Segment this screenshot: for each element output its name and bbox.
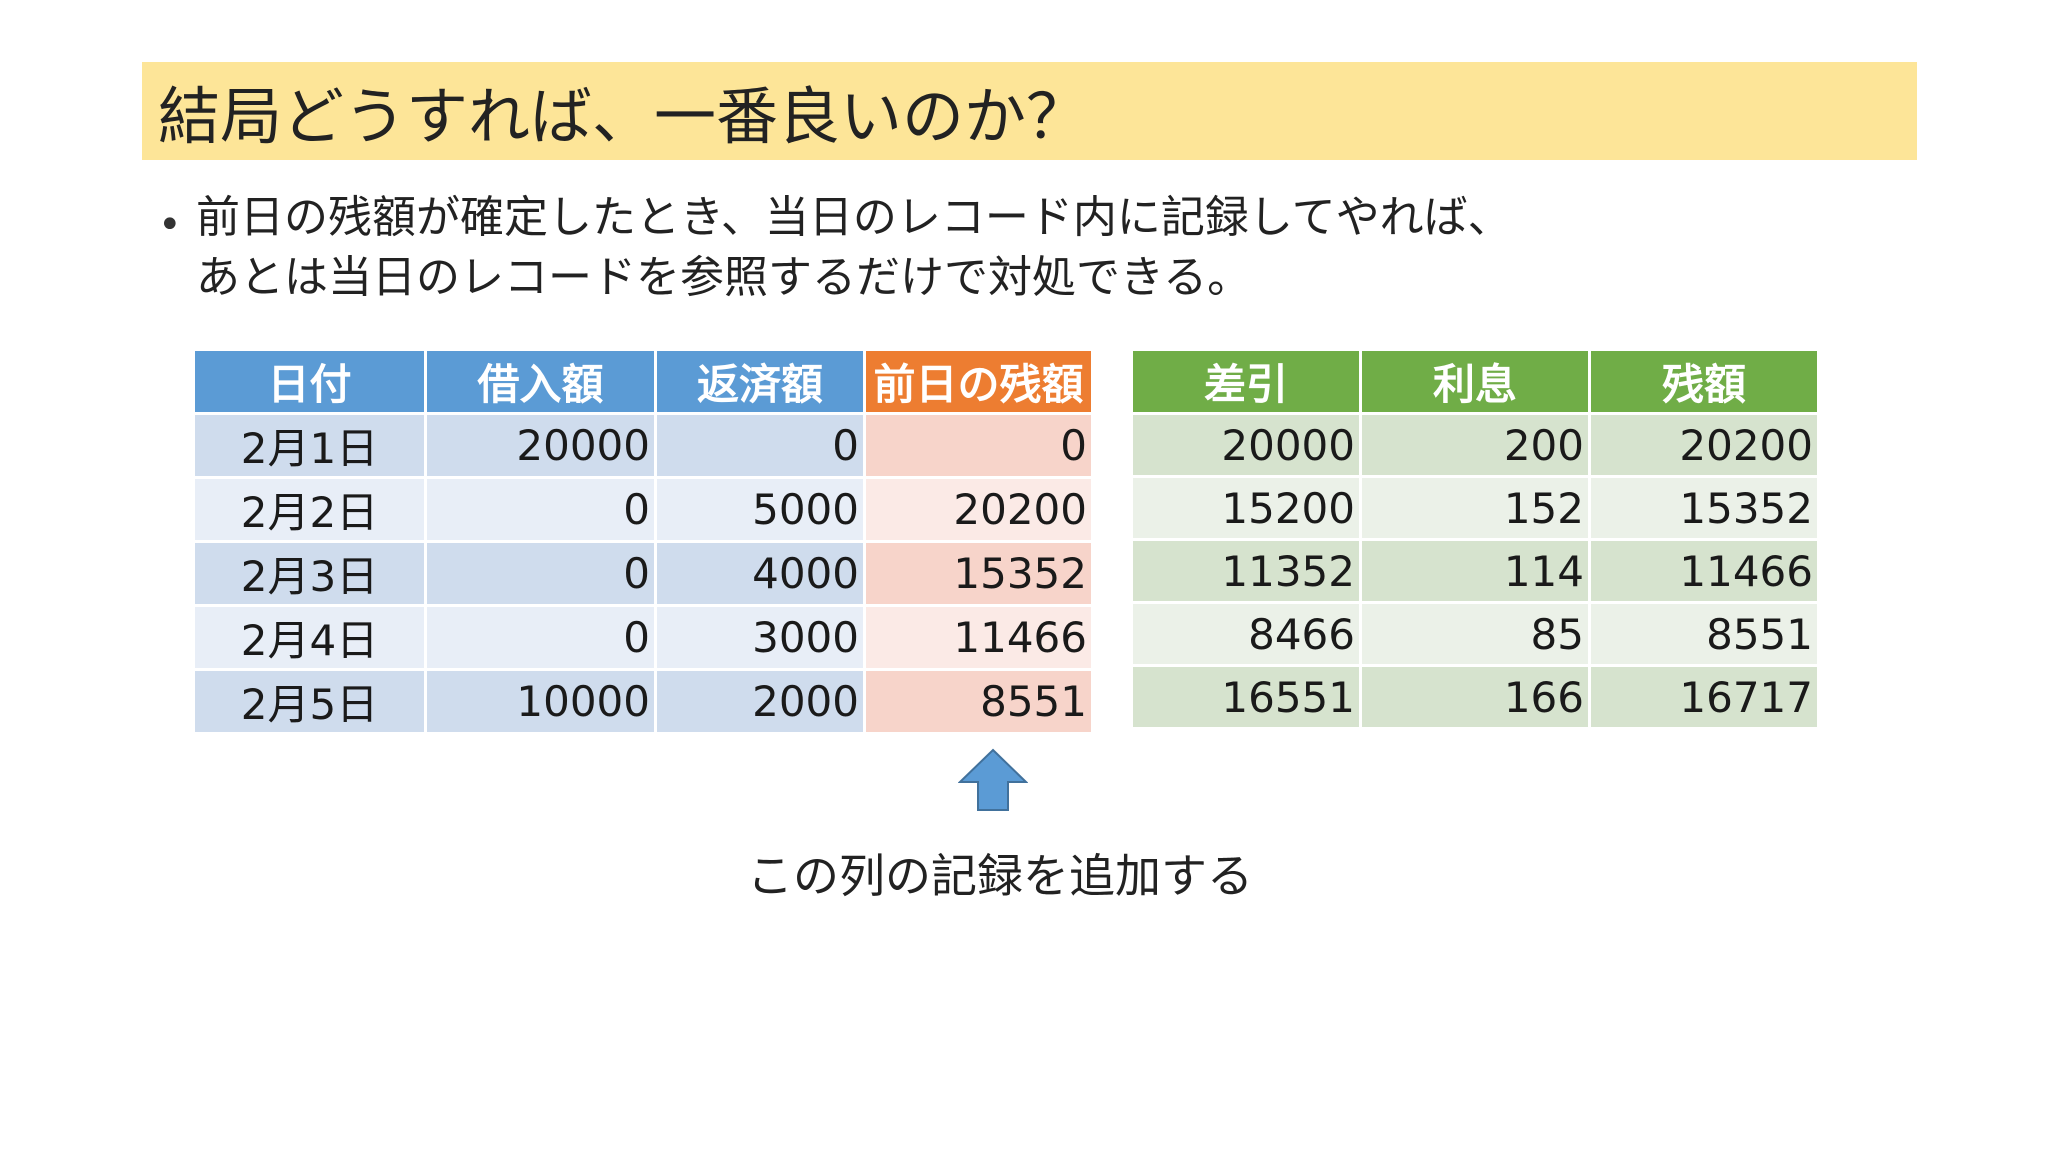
table-row: 2月1日 20000 0 0 — [195, 415, 1091, 476]
interest-table-header: 差引 利息 残額 — [1133, 351, 1817, 412]
header-difference: 差引 — [1133, 351, 1359, 412]
cell-difference: 11352 — [1133, 541, 1359, 601]
table-row: 20000 200 20200 — [1133, 415, 1817, 475]
bullet-dot-icon: • — [158, 202, 182, 248]
arrow-caption: この列の記録を追加する — [747, 849, 1253, 903]
cell-interest: 85 — [1362, 604, 1588, 664]
cell-interest: 114 — [1362, 541, 1588, 601]
table-row: 16551 166 16717 — [1133, 667, 1817, 727]
cell-repaid: 2000 — [657, 671, 863, 732]
bullet-point: • 前日の残額が確定したとき、当日のレコード内に記録してやれば、 あとは当日のレ… — [158, 188, 1858, 308]
table-row: 11352 114 11466 — [1133, 541, 1817, 601]
loan-table: 日付 借入額 返済額 前日の残額 2月1日 20000 0 0 2月2日 0 5… — [192, 348, 1094, 735]
header-balance: 残額 — [1591, 351, 1817, 412]
table-row: 15200 152 15352 — [1133, 478, 1817, 538]
cell-balance: 20200 — [1591, 415, 1817, 475]
cell-interest: 152 — [1362, 478, 1588, 538]
cell-repaid: 0 — [657, 415, 863, 476]
title-bar: 結局どうすれば、一番良いのか？ — [142, 62, 1917, 160]
cell-balance: 8551 — [1591, 604, 1817, 664]
cell-difference: 15200 — [1133, 478, 1359, 538]
slide-title: 結局どうすれば、一番良いのか？ — [158, 80, 1089, 153]
cell-date: 2月3日 — [195, 543, 424, 604]
table-row: 2月4日 0 3000 11466 — [195, 607, 1091, 668]
cell-borrowed: 0 — [427, 479, 654, 540]
cell-previous-balance: 11466 — [866, 607, 1091, 668]
table-row: 8466 85 8551 — [1133, 604, 1817, 664]
cell-balance: 11466 — [1591, 541, 1817, 601]
cell-date: 2月4日 — [195, 607, 424, 668]
cell-previous-balance: 15352 — [866, 543, 1091, 604]
cell-difference: 20000 — [1133, 415, 1359, 475]
interest-table: 差引 利息 残額 20000 200 20200 15200 152 15352… — [1130, 348, 1820, 730]
header-borrowed: 借入額 — [427, 351, 654, 412]
header-interest: 利息 — [1362, 351, 1588, 412]
cell-difference: 8466 — [1133, 604, 1359, 664]
cell-borrowed: 0 — [427, 543, 654, 604]
table-row: 2月3日 0 4000 15352 — [195, 543, 1091, 604]
up-arrow-icon — [958, 748, 1028, 811]
cell-balance: 15352 — [1591, 478, 1817, 538]
cell-borrowed: 0 — [427, 607, 654, 668]
bullet-text: 前日の残額が確定したとき、当日のレコード内に記録してやれば、 あとは当日のレコー… — [196, 188, 1858, 308]
header-repaid: 返済額 — [657, 351, 863, 412]
cell-repaid: 3000 — [657, 607, 863, 668]
cell-previous-balance: 0 — [866, 415, 1091, 476]
cell-interest: 200 — [1362, 415, 1588, 475]
cell-date: 2月2日 — [195, 479, 424, 540]
bullet-line-2: あとは当日のレコードを参照するだけで対処できる。 — [196, 252, 1252, 303]
cell-interest: 166 — [1362, 667, 1588, 727]
cell-date: 2月5日 — [195, 671, 424, 732]
cell-borrowed: 20000 — [427, 415, 654, 476]
cell-previous-balance: 8551 — [866, 671, 1091, 732]
cell-borrowed: 10000 — [427, 671, 654, 732]
table-row: 2月5日 10000 2000 8551 — [195, 671, 1091, 732]
header-date: 日付 — [195, 351, 424, 412]
cell-repaid: 4000 — [657, 543, 863, 604]
cell-balance: 16717 — [1591, 667, 1817, 727]
cell-difference: 16551 — [1133, 667, 1359, 727]
cell-repaid: 5000 — [657, 479, 863, 540]
loan-table-header: 日付 借入額 返済額 前日の残額 — [195, 351, 1091, 412]
table-row: 2月2日 0 5000 20200 — [195, 479, 1091, 540]
header-previous-balance: 前日の残額 — [866, 351, 1091, 412]
cell-previous-balance: 20200 — [866, 479, 1091, 540]
bullet-line-1: 前日の残額が確定したとき、当日のレコード内に記録してやれば、 — [196, 192, 1512, 243]
cell-date: 2月1日 — [195, 415, 424, 476]
